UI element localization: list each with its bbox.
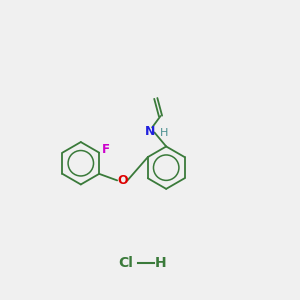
Text: F: F (102, 142, 110, 156)
Text: N: N (145, 124, 155, 137)
Text: Cl: Cl (118, 256, 133, 270)
Text: H: H (160, 128, 168, 138)
Text: H: H (154, 256, 166, 270)
Text: O: O (117, 174, 128, 187)
